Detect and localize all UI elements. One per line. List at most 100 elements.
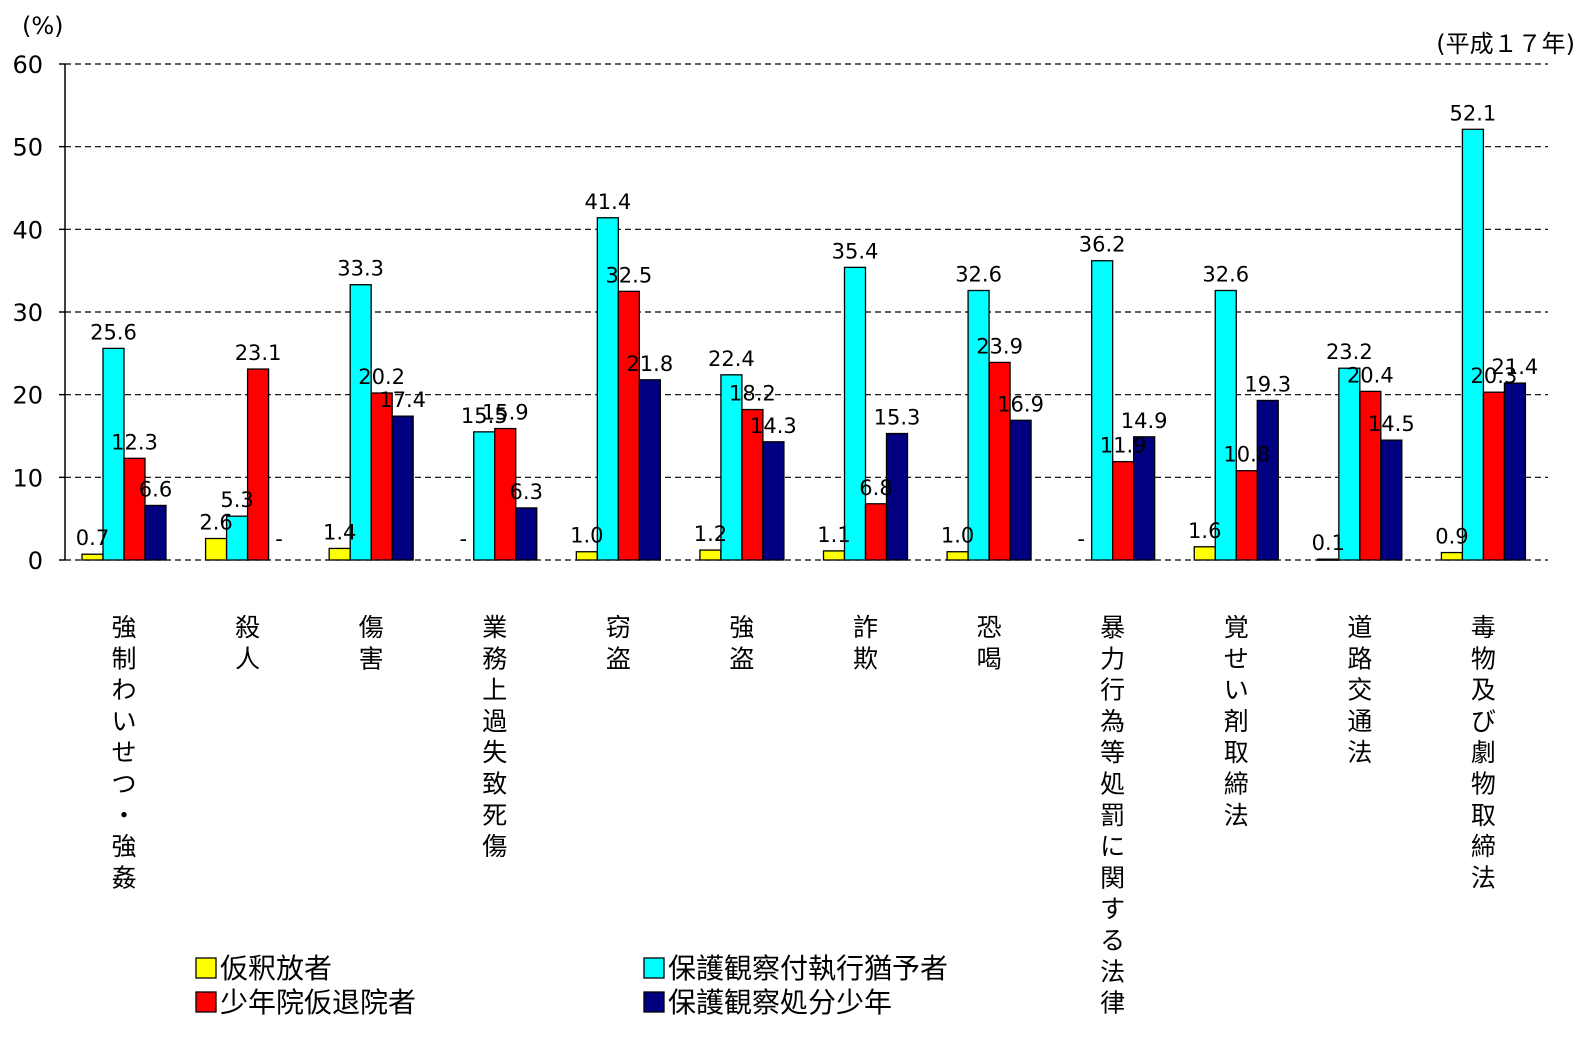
category-label-char: 制 [111, 644, 136, 673]
category-label-char: 路 [1347, 644, 1372, 673]
data-label: 1.0 [570, 524, 603, 548]
bar-3-8 [1133, 436, 1156, 561]
category-label-char: せ [111, 738, 136, 767]
category-label-char: 締 [1471, 832, 1496, 861]
data-label: 41.4 [584, 190, 631, 214]
data-label: 19.3 [1244, 372, 1291, 396]
data-label: 1.2 [694, 522, 727, 546]
data-label: 20.2 [358, 365, 405, 389]
category-label-char: 失 [482, 738, 507, 767]
bars [81, 128, 1527, 561]
category-label: 強盗 [729, 613, 754, 673]
category-label-char: 強 [111, 613, 136, 642]
category-label-char: 行 [1100, 676, 1125, 705]
category-label-char: 業 [482, 613, 507, 642]
y-tick-label: 20 [12, 382, 43, 410]
data-label: 14.5 [1368, 412, 1415, 436]
category-label-char: 毒 [1471, 613, 1496, 642]
bar-1-6 [843, 266, 867, 561]
data-label: 0.1 [1312, 531, 1345, 555]
data-label: 1.4 [323, 520, 356, 544]
category-label-char: い [1224, 676, 1249, 705]
category-label-char: せ [1224, 644, 1249, 673]
category-label-char: 交 [1347, 676, 1372, 705]
data-label: 6.6 [139, 477, 172, 501]
category-label-char: 取 [1224, 738, 1249, 767]
category-label-char: 等 [1100, 738, 1125, 767]
bar-2-11 [1482, 391, 1506, 561]
category-label-char: 傷 [482, 832, 507, 861]
category-label-char: 欺 [853, 644, 878, 673]
category-label-char: 強 [729, 613, 754, 642]
data-labels: 0.7 2.6 1.4 - 1.0 1.2 1.1 1.0 - 1.6 0.1 0.9 25.6 5.3 3… [76, 101, 1539, 555]
legend-label: 保護観察付執行猶予者 [668, 952, 948, 985]
category-label-char: 害 [359, 644, 384, 673]
y-tick-label: 50 [12, 134, 43, 162]
category-label-char: 為 [1100, 707, 1125, 736]
data-label: 23.1 [235, 341, 282, 365]
data-label: 15.5 [461, 404, 508, 428]
data-label: 17.4 [379, 388, 426, 412]
data-label: 15.3 [874, 406, 921, 430]
category-label-char: 窃 [606, 613, 631, 642]
category-label-char: 罰 [1100, 801, 1125, 830]
bar-0-2 [328, 547, 351, 561]
data-label: 1.6 [1188, 519, 1221, 543]
bar-1-9 [1214, 289, 1237, 561]
legend-label: 保護観察処分少年 [668, 986, 892, 1019]
category-label-char: 上 [482, 676, 507, 705]
category-label-char: に [1100, 832, 1125, 861]
category-label-char: 姦 [111, 863, 136, 892]
y-unit-label: (%) [22, 12, 64, 40]
category-label-char: 物 [1471, 770, 1496, 799]
bar-2-3 [494, 427, 517, 561]
data-label: 20.4 [1347, 363, 1394, 387]
category-label: 傷害 [359, 613, 384, 673]
legend-swatch [195, 957, 217, 979]
legend-swatch [195, 991, 217, 1013]
data-label: 12.3 [111, 430, 158, 454]
data-label: 16.9 [997, 392, 1044, 416]
category-label-char: 剤 [1224, 707, 1249, 736]
data-label: 5.3 [220, 488, 253, 512]
bar-0-11 [1440, 551, 1464, 561]
bar-3-7 [1009, 419, 1032, 561]
data-label: 6.8 [859, 476, 892, 500]
data-label: 14.3 [750, 414, 797, 438]
category-label-char: 法 [1471, 863, 1496, 892]
category-label-char: 律 [1100, 989, 1125, 1018]
category-label-char: 殺 [235, 613, 260, 642]
category-label-char: 法 [1347, 738, 1372, 767]
bar-3-10 [1380, 439, 1403, 561]
category-label-char: 劇 [1471, 738, 1496, 767]
bar-1-7 [967, 289, 990, 561]
data-label: 0.7 [76, 526, 109, 550]
legend-swatch [643, 991, 665, 1013]
category-label-char: 過 [482, 707, 507, 736]
data-label: 52.1 [1450, 101, 1497, 125]
data-label: 33.3 [337, 257, 384, 281]
bar-0-0 [81, 553, 104, 561]
bar-2-2 [370, 392, 393, 561]
category-label-char: つ [111, 770, 136, 799]
bar-1-8 [1091, 260, 1114, 561]
bar-1-0 [102, 347, 125, 561]
category-label-char: い [111, 707, 136, 736]
data-label: 1.1 [817, 523, 850, 547]
category-label-char: 法 [1100, 957, 1125, 986]
data-label: 32.6 [955, 263, 1002, 287]
legend-swatch [643, 957, 665, 979]
data-label: 20.3 [1471, 364, 1518, 388]
y-tick-label: 0 [28, 547, 43, 575]
category-label-char: 喝 [977, 644, 1002, 673]
category-label-char: び [1471, 707, 1496, 736]
bar-2-4 [617, 290, 640, 561]
category-label-char: 恐 [977, 613, 1002, 642]
category-label-char: 覚 [1224, 613, 1249, 642]
data-label: 32.5 [605, 263, 652, 287]
bar-0-7 [946, 551, 969, 561]
y-tick-label: 30 [12, 299, 43, 327]
